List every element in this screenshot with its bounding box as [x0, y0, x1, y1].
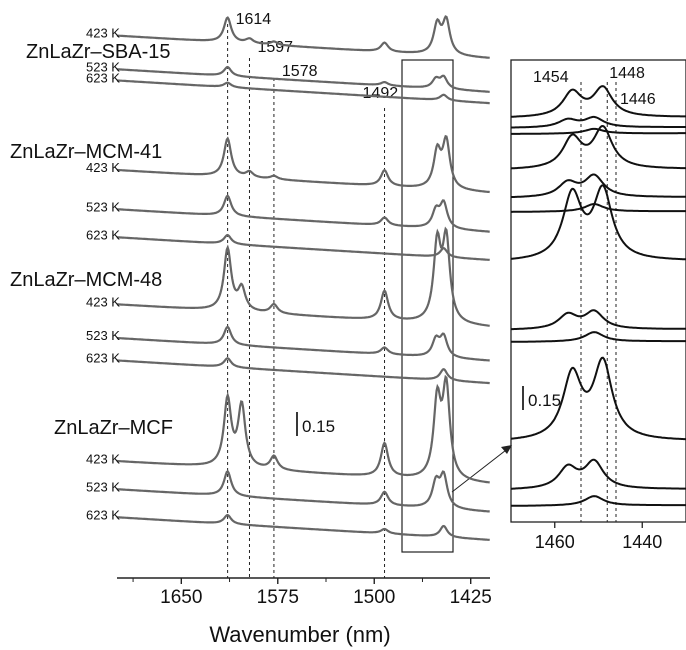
- spectrum-line: [116, 325, 490, 362]
- temperature-label: 523 K: [86, 328, 120, 343]
- inset-spectrum-line: [510, 356, 686, 441]
- inset-spectrum-line: [511, 331, 686, 343]
- temperature-label: 423 K: [86, 160, 120, 175]
- spectrum-line: [116, 374, 490, 484]
- main-spectra: [116, 15, 490, 541]
- zoom-region-box: [401, 59, 454, 553]
- inset-peak-label: 1454: [533, 69, 569, 86]
- inset-spectrum-line: [511, 458, 686, 490]
- inset-peak-label: 1446: [620, 91, 656, 108]
- temperature-label: 423 K: [86, 451, 120, 466]
- inset-frame: [510, 59, 686, 523]
- group-label: ZnLaZr–MCF: [54, 417, 173, 439]
- temperature-label: 423 K: [86, 26, 120, 41]
- main-x-tick-label: 1500: [353, 587, 395, 608]
- main-x-tick-labels: 1650 1575 1500 1425: [160, 587, 492, 608]
- spectrum-line: [116, 194, 490, 233]
- inset-spectrum-line: [511, 202, 686, 213]
- spectrum-line: [117, 79, 490, 105]
- inset-spectrum-line: [510, 124, 686, 170]
- main-x-tick-label: 1575: [257, 587, 299, 608]
- main-x-tick-label: 1650: [160, 587, 202, 608]
- main-x-tick-label: 1425: [450, 587, 492, 608]
- temperature-label: 523 K: [86, 479, 120, 494]
- temperature-label: 523 K: [86, 199, 120, 214]
- main-peak-label: 1614: [236, 11, 272, 28]
- spectrum-line: [116, 513, 490, 541]
- spectrum-line: [116, 65, 490, 93]
- inset-x-ticks: [554, 522, 643, 528]
- group-label: ZnLaZr–MCM-48: [10, 269, 162, 291]
- inset-spectra: [510, 85, 686, 507]
- inset-peak-guides: [580, 82, 617, 522]
- spectrum-line: [117, 134, 490, 194]
- temperature-label: 523 K: [86, 59, 120, 74]
- inset-peak-labels: 1454 1448 1446: [533, 65, 656, 108]
- spectrum-line: [116, 233, 490, 261]
- main-x-ticks: [132, 578, 472, 584]
- inset-x-tick-label: 1460: [535, 532, 575, 552]
- main-peak-label: 1578: [282, 63, 318, 80]
- inset-x-tick-labels: 1460 1440: [535, 532, 663, 552]
- spectrum-line: [117, 226, 490, 327]
- temperature-label: 623 K: [86, 507, 120, 522]
- group-label: ZnLaZr–SBA-15: [26, 41, 171, 63]
- temperature-label: 623 K: [86, 70, 120, 85]
- inset-x-tick-label: 1440: [622, 532, 662, 552]
- inset-spectrum-line: [511, 85, 686, 118]
- inset-spectrum-line: [511, 495, 686, 507]
- temperature-label: 423 K: [86, 294, 120, 309]
- group-label: ZnLaZr–MCM-41: [10, 141, 162, 163]
- spectrum-line: [116, 469, 490, 513]
- inset-scale-label: 0.15: [528, 391, 561, 410]
- main-peak-label: 1492: [363, 85, 399, 102]
- temperature-label: 623 K: [86, 227, 120, 242]
- inset-peak-label: 1448: [609, 65, 645, 82]
- spectrum-line: [116, 357, 490, 385]
- main-peak-guides: [227, 24, 386, 578]
- inset-spectrum-line: [511, 309, 686, 331]
- main-group-labels: ZnLaZr–SBA-15 ZnLaZr–MCM-41 ZnLaZr–MCM-48 Z…: [10, 41, 173, 439]
- inset-spectrum-line: [510, 184, 686, 261]
- zoom-arrow-head: [501, 445, 512, 454]
- x-axis-label: Wavenumber (nm): [209, 622, 390, 647]
- inset-spectrum-line: [510, 173, 686, 199]
- main-scale-label: 0.15: [302, 417, 335, 436]
- zoom-arrow: [451, 446, 511, 493]
- spectrum-line: [116, 15, 490, 59]
- temperature-label: 623 K: [86, 350, 120, 365]
- inset-spectrum-line: [511, 115, 686, 129]
